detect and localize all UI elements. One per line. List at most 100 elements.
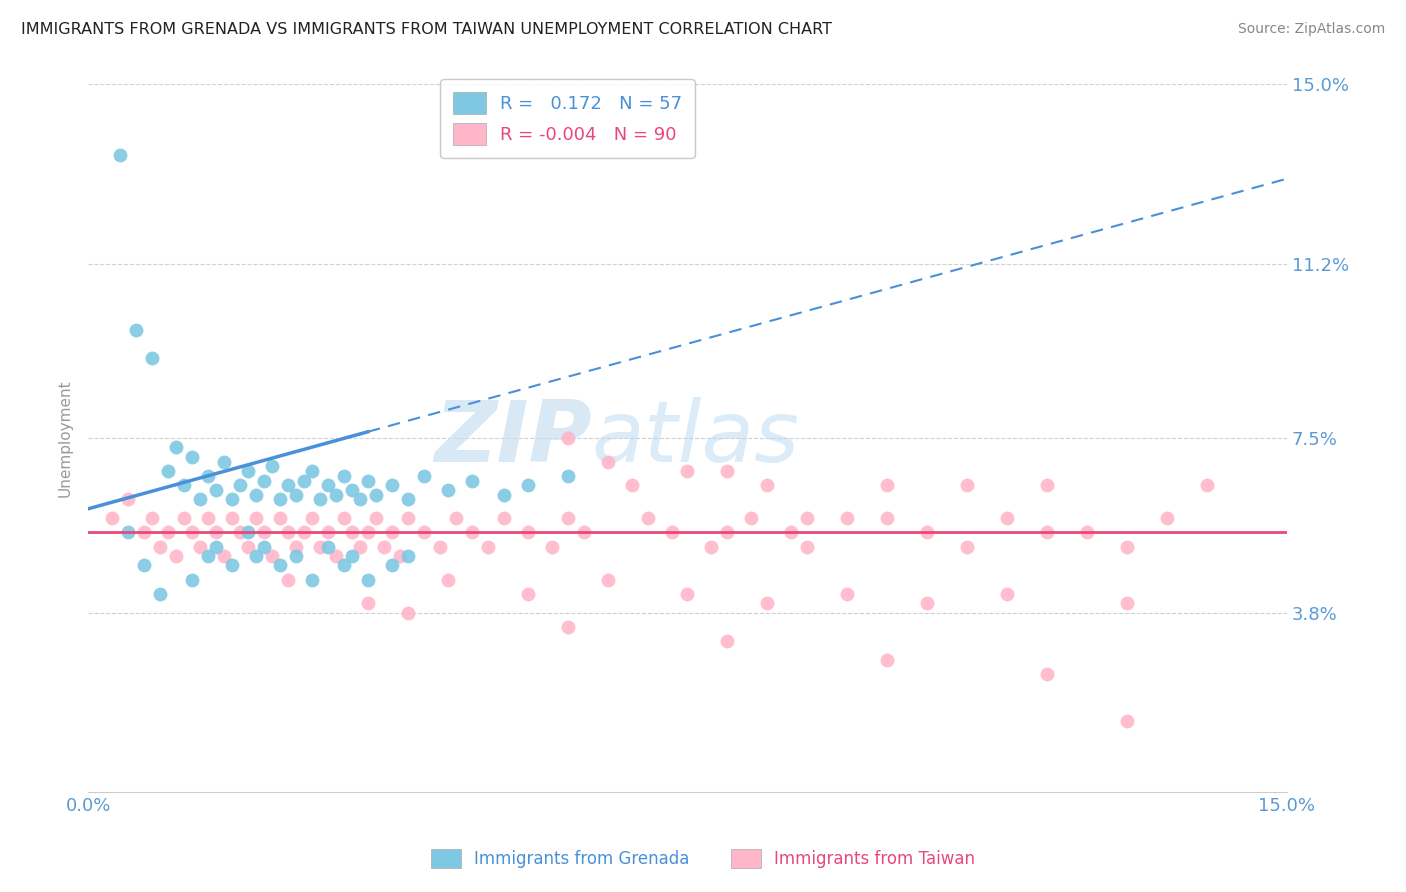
Point [157, 464, 180, 478]
Point [756, 478, 779, 492]
Point [716, 633, 738, 648]
Point [316, 478, 339, 492]
Point [309, 492, 332, 507]
Point [915, 596, 938, 610]
Point [461, 525, 484, 540]
Point [596, 573, 619, 587]
Point [325, 488, 347, 502]
Point [436, 573, 458, 587]
Point [1156, 511, 1178, 525]
Text: Source: ZipAtlas.com: Source: ZipAtlas.com [1237, 22, 1385, 37]
Point [188, 492, 211, 507]
Point [181, 525, 204, 540]
Point [173, 478, 195, 492]
Point [141, 511, 163, 525]
Point [212, 549, 235, 563]
Point [245, 488, 267, 502]
Point [412, 525, 434, 540]
Point [221, 558, 243, 573]
Legend: Immigrants from Grenada, Immigrants from Taiwan: Immigrants from Grenada, Immigrants from… [425, 842, 981, 875]
Point [253, 525, 276, 540]
Point [716, 525, 738, 540]
Point [661, 525, 683, 540]
Point [157, 525, 180, 540]
Point [125, 323, 148, 337]
Point [915, 525, 938, 540]
Point [1036, 525, 1059, 540]
Point [477, 540, 499, 554]
Point [269, 492, 291, 507]
Point [1036, 478, 1059, 492]
Point [236, 540, 259, 554]
Point [349, 492, 371, 507]
Point [236, 464, 259, 478]
Point [301, 511, 323, 525]
Point [357, 596, 380, 610]
Point [333, 468, 356, 483]
Point [173, 511, 195, 525]
Point [188, 540, 211, 554]
Point [381, 525, 404, 540]
Point [1036, 666, 1059, 681]
Point [205, 540, 228, 554]
Point [277, 478, 299, 492]
Text: ZIP: ZIP [434, 397, 592, 480]
Point [364, 488, 387, 502]
Point [1076, 525, 1098, 540]
Point [269, 511, 291, 525]
Point [108, 148, 131, 162]
Point [716, 464, 738, 478]
Point [357, 474, 380, 488]
Point [492, 511, 515, 525]
Point [1116, 540, 1139, 554]
Point [492, 488, 515, 502]
Point [796, 511, 818, 525]
Point [516, 587, 538, 601]
Point [141, 351, 163, 365]
Point [876, 511, 898, 525]
Point [412, 468, 434, 483]
Point [381, 558, 404, 573]
Point [740, 511, 762, 525]
Point [197, 468, 219, 483]
Point [557, 431, 579, 445]
Point [149, 587, 172, 601]
Point [381, 478, 404, 492]
Point [197, 511, 219, 525]
Point [396, 511, 419, 525]
Point [540, 540, 562, 554]
Point [132, 525, 155, 540]
Point [277, 573, 299, 587]
Y-axis label: Unemployment: Unemployment [58, 379, 72, 497]
Point [309, 540, 332, 554]
Point [212, 455, 235, 469]
Point [572, 525, 595, 540]
Point [117, 492, 139, 507]
Text: IMMIGRANTS FROM GRENADA VS IMMIGRANTS FROM TAIWAN UNEMPLOYMENT CORRELATION CHART: IMMIGRANTS FROM GRENADA VS IMMIGRANTS FR… [21, 22, 832, 37]
Point [229, 478, 252, 492]
Point [292, 525, 315, 540]
Point [596, 455, 619, 469]
Point [796, 540, 818, 554]
Point [1195, 478, 1218, 492]
Point [165, 549, 187, 563]
Point [396, 549, 419, 563]
Point [260, 549, 283, 563]
Point [340, 549, 363, 563]
Point [557, 620, 579, 634]
Point [149, 540, 172, 554]
Point [221, 511, 243, 525]
Point [357, 573, 380, 587]
Point [637, 511, 659, 525]
Legend: R =   0.172   N = 57, R = -0.004   N = 90: R = 0.172 N = 57, R = -0.004 N = 90 [440, 79, 695, 158]
Point [756, 596, 779, 610]
Point [181, 450, 204, 464]
Point [349, 540, 371, 554]
Point [995, 587, 1018, 601]
Point [700, 540, 723, 554]
Point [316, 540, 339, 554]
Point [620, 478, 643, 492]
Point [269, 558, 291, 573]
Point [444, 511, 467, 525]
Point [236, 525, 259, 540]
